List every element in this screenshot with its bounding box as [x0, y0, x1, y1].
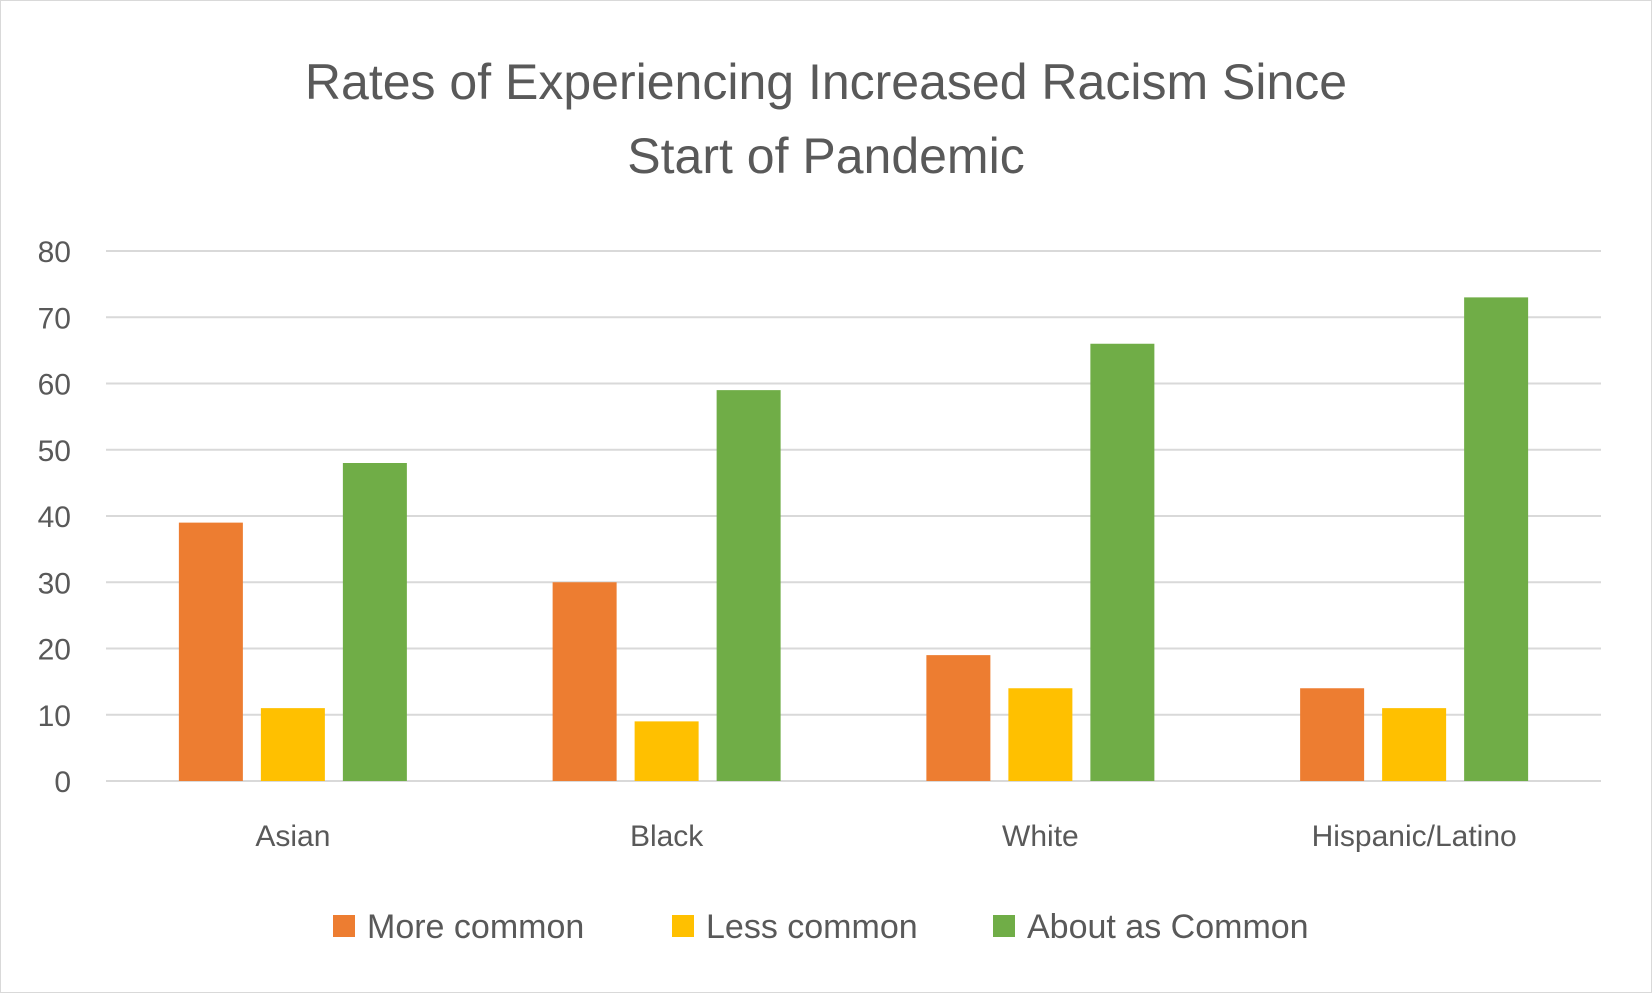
bar-white-more-common [926, 655, 991, 781]
chart-title-line-1: Rates of Experiencing Increased Racism S… [305, 54, 1347, 110]
y-tick-label: 40 [38, 501, 71, 534]
bar-hispanic-latino-more-common [1300, 688, 1365, 781]
legend-swatch [672, 915, 694, 937]
legend: More common Less common About as Common [333, 908, 1309, 946]
bars [178, 297, 1529, 781]
x-tick-label: Hispanic/Latino [1312, 820, 1517, 853]
bar-asian-about-as-common [342, 463, 407, 781]
bar-black-about-as-common [716, 390, 781, 781]
bar-white-about-as-common [1090, 343, 1155, 781]
gridlines [106, 250, 1601, 782]
bar-hispanic-latino-less-common [1382, 708, 1447, 781]
x-tick-label: Black [630, 820, 704, 853]
bar-black-less-common [634, 721, 699, 781]
y-axis-ticks: 0 10 20 30 40 50 60 70 80 [38, 236, 71, 799]
legend-swatch [333, 915, 355, 937]
bar-black-more-common [552, 582, 617, 781]
bar-hispanic-latino-about-as-common [1464, 297, 1529, 781]
legend-label: Less common [706, 908, 918, 946]
y-tick-label: 10 [38, 700, 71, 733]
bar-white-less-common [1008, 688, 1073, 781]
y-tick-label: 20 [38, 634, 71, 667]
x-axis-ticks: Asian Black White Hispanic/Latino [255, 820, 1516, 853]
legend-label: More common [367, 908, 584, 946]
y-tick-label: 0 [54, 766, 71, 799]
y-tick-label: 60 [38, 369, 71, 402]
bar-asian-more-common [178, 522, 243, 781]
y-tick-label: 80 [38, 236, 71, 269]
y-tick-label: 50 [38, 435, 71, 468]
bar-asian-less-common [260, 708, 325, 781]
legend-label: About as Common [1027, 908, 1309, 946]
y-tick-label: 30 [38, 567, 71, 600]
x-tick-label: White [1002, 820, 1079, 853]
x-tick-label: Asian [255, 820, 330, 853]
chart-title-line-2: Start of Pandemic [627, 128, 1024, 184]
y-tick-label: 70 [38, 302, 71, 335]
legend-swatch [993, 915, 1015, 937]
